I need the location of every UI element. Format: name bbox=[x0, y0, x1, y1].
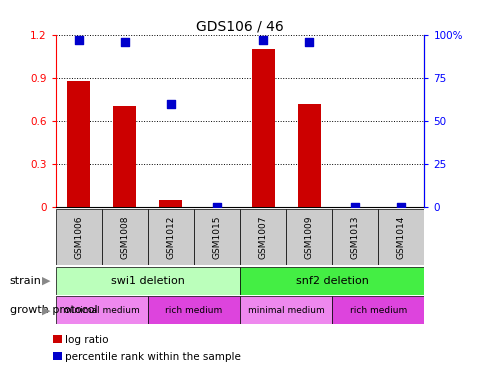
Bar bbox=[56, 267, 240, 295]
Bar bbox=[102, 209, 148, 265]
Bar bbox=[251, 49, 274, 207]
Text: ▶: ▶ bbox=[42, 276, 50, 286]
Text: ▶: ▶ bbox=[42, 305, 50, 315]
Bar bbox=[378, 209, 424, 265]
Text: rich medium: rich medium bbox=[165, 306, 222, 315]
Text: GSM1013: GSM1013 bbox=[350, 215, 359, 259]
Bar bbox=[332, 209, 378, 265]
Text: percentile rank within the sample: percentile rank within the sample bbox=[64, 352, 240, 362]
Text: strain: strain bbox=[10, 276, 42, 286]
Text: snf2 deletion: snf2 deletion bbox=[295, 276, 368, 286]
Text: GSM1007: GSM1007 bbox=[258, 215, 267, 259]
Point bbox=[258, 37, 266, 43]
Text: rich medium: rich medium bbox=[349, 306, 406, 315]
Bar bbox=[194, 209, 240, 265]
Text: GSM1014: GSM1014 bbox=[396, 215, 405, 259]
Text: swi1 deletion: swi1 deletion bbox=[111, 276, 184, 286]
Text: GSM1012: GSM1012 bbox=[166, 215, 175, 259]
Title: GDS106 / 46: GDS106 / 46 bbox=[196, 20, 283, 34]
Text: GSM1006: GSM1006 bbox=[74, 215, 83, 259]
Bar bbox=[56, 296, 148, 324]
Text: log ratio: log ratio bbox=[64, 335, 108, 345]
Text: growth protocol: growth protocol bbox=[10, 305, 97, 315]
Text: GSM1008: GSM1008 bbox=[120, 215, 129, 259]
Bar bbox=[159, 199, 182, 207]
Text: minimal medium: minimal medium bbox=[247, 306, 324, 315]
Bar bbox=[332, 296, 424, 324]
Point bbox=[121, 39, 128, 45]
Point bbox=[212, 204, 220, 210]
Bar bbox=[240, 296, 332, 324]
Bar bbox=[148, 296, 240, 324]
Point bbox=[166, 101, 174, 107]
Text: GSM1015: GSM1015 bbox=[212, 215, 221, 259]
Bar bbox=[56, 209, 102, 265]
Point bbox=[304, 39, 312, 45]
Text: minimal medium: minimal medium bbox=[63, 306, 140, 315]
Bar bbox=[148, 209, 194, 265]
Bar bbox=[240, 267, 424, 295]
Text: GSM1009: GSM1009 bbox=[304, 215, 313, 259]
Point bbox=[350, 204, 358, 210]
Bar bbox=[286, 209, 332, 265]
Bar bbox=[297, 104, 320, 207]
Point bbox=[396, 204, 404, 210]
Bar bbox=[240, 209, 286, 265]
Bar bbox=[113, 107, 136, 207]
Point bbox=[75, 37, 82, 43]
Bar bbox=[67, 81, 90, 207]
